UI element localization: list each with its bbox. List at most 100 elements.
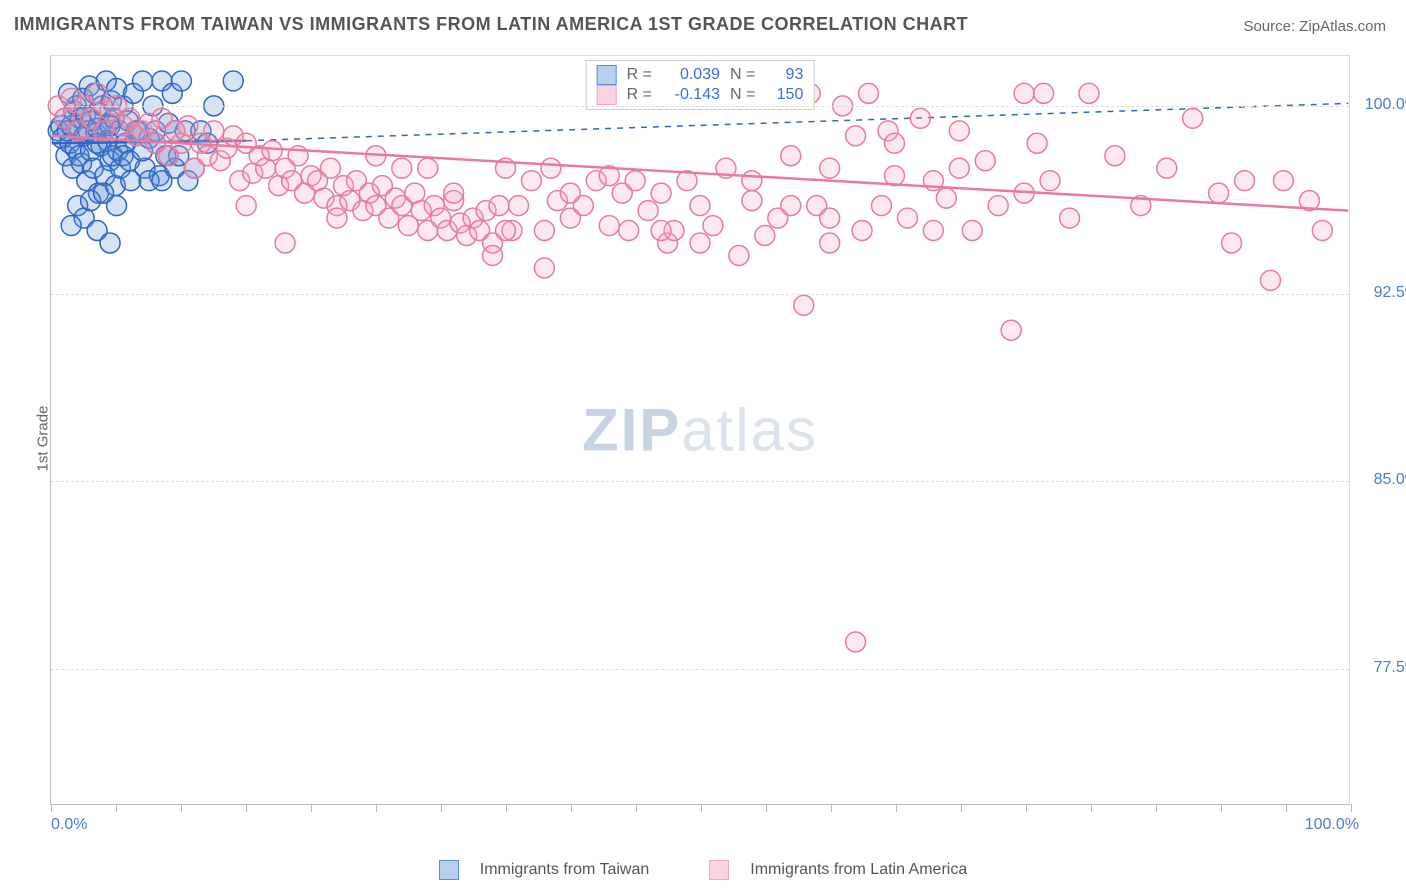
data-point-latin [1209,183,1229,203]
data-point-latin [651,221,671,241]
data-point-latin [885,133,905,153]
data-point-latin [327,208,347,228]
y-tick-label: 92.5% [1374,284,1406,302]
x-tick [51,804,52,812]
data-point-latin [1027,133,1047,153]
data-point-latin [534,221,554,241]
legend-item: Immigrants from Taiwan [424,861,665,878]
data-point-latin [1157,158,1177,178]
legend-swatch [709,860,729,880]
legend-row: R =-0.143N =150 [597,85,804,105]
r-value: -0.143 [662,86,720,104]
data-point-latin [496,221,516,241]
data-point-latin [204,121,224,141]
r-label: R = [627,66,652,84]
data-point-latin [1001,320,1021,340]
x-tick [311,804,312,812]
legend-item: Immigrants from Latin America [694,861,982,878]
data-point-latin [690,233,710,253]
data-point-latin [781,196,801,216]
legend-label: Immigrants from Latin America [750,861,967,878]
data-point-latin [236,196,256,216]
x-tick [961,804,962,812]
data-point-latin [392,158,412,178]
data-point-latin [418,158,438,178]
chart-plot-area: ZIPatlas R =0.039N =93R =-0.143N =150 10… [50,55,1350,805]
data-point-latin [897,208,917,228]
legend-swatch [439,860,459,880]
data-point-taiwan [133,71,153,91]
r-value: 0.039 [662,66,720,84]
data-point-latin [521,171,541,191]
x-tick [766,804,767,812]
data-point-latin [1014,83,1034,103]
data-point-taiwan [61,216,81,236]
data-point-latin [690,196,710,216]
n-label: N = [730,66,755,84]
data-point-latin [1261,270,1281,290]
x-tick-label-right: 100.0% [1305,816,1359,834]
data-point-latin [489,196,509,216]
x-tick [636,804,637,812]
data-point-latin [509,196,529,216]
x-tick [1091,804,1092,812]
data-point-latin [781,146,801,166]
data-point-latin [820,208,840,228]
data-point-latin [1079,83,1099,103]
data-point-latin [1105,146,1125,166]
gridline [51,106,1349,107]
data-point-latin [87,83,107,103]
data-point-latin [846,632,866,652]
data-point-latin [599,216,619,236]
x-tick [1026,804,1027,812]
x-tick [1221,804,1222,812]
data-point-latin [949,121,969,141]
data-point-latin [820,233,840,253]
data-point-latin [936,188,956,208]
legend-swatch [597,85,617,105]
data-point-taiwan [107,196,127,216]
legend-swatch [597,65,617,85]
data-point-latin [852,221,872,241]
n-value: 150 [765,86,803,104]
data-point-latin [962,221,982,241]
y-tick-label: 77.5% [1374,659,1406,677]
legend-row: R =0.039N =93 [597,65,804,85]
data-point-latin [178,116,198,136]
data-point-latin [1222,233,1242,253]
gridline [51,294,1349,295]
x-tick [506,804,507,812]
data-point-latin [638,201,658,221]
gridline [51,481,1349,482]
n-label: N = [730,86,755,104]
data-point-latin [1273,171,1293,191]
x-tick [831,804,832,812]
x-tick [1286,804,1287,812]
data-point-latin [619,221,639,241]
data-point-latin [541,158,561,178]
gridline [51,669,1349,670]
data-point-latin [1183,108,1203,128]
data-point-taiwan [171,71,191,91]
data-point-taiwan [223,71,243,91]
data-point-latin [885,166,905,186]
correlation-legend: R =0.039N =93R =-0.143N =150 [586,60,815,110]
data-point-latin [444,183,464,203]
x-tick-label-left: 0.0% [51,816,87,834]
y-axis-label: 1st Grade [34,406,51,472]
y-tick-label: 85.0% [1374,471,1406,489]
data-point-taiwan [152,171,172,191]
x-tick [116,804,117,812]
data-point-latin [625,171,645,191]
data-point-latin [923,221,943,241]
legend-label: Immigrants from Taiwan [480,861,650,878]
data-point-latin [755,226,775,246]
data-point-latin [949,158,969,178]
data-point-latin [872,196,892,216]
data-point-latin [703,216,723,236]
series-legend: Immigrants from Taiwan Immigrants from La… [0,860,1406,880]
data-point-latin [1034,83,1054,103]
x-tick [1351,804,1352,812]
data-point-latin [820,158,840,178]
data-point-latin [794,295,814,315]
